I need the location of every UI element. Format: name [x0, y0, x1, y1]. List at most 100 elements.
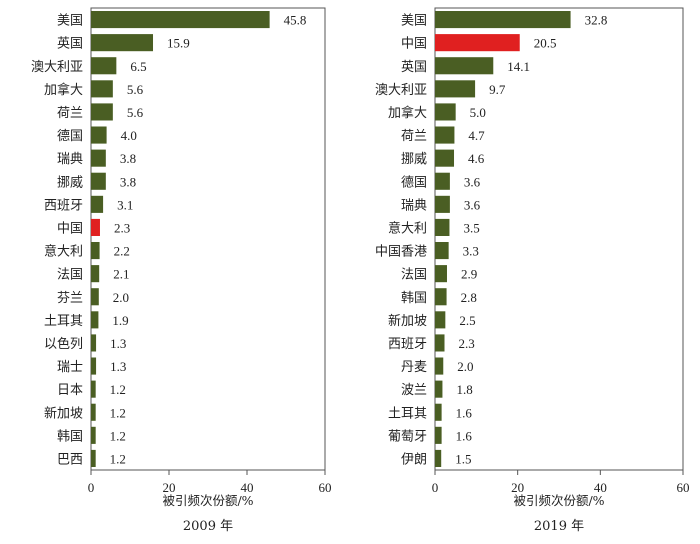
- category-label: 西班牙: [44, 198, 83, 213]
- bar: [91, 380, 96, 398]
- x-tick-label: 40: [594, 480, 607, 495]
- data-label: 5.0: [470, 105, 486, 120]
- x-tick-label: 0: [88, 480, 95, 495]
- category-label: 英国: [57, 37, 83, 52]
- bar: [435, 449, 442, 467]
- category-label: 瑞典: [401, 198, 427, 213]
- data-label: 1.9: [112, 313, 128, 328]
- category-label: 德国: [401, 175, 427, 190]
- data-label: 2.0: [113, 290, 129, 305]
- bar: [91, 126, 107, 144]
- category-label: 瑞典: [57, 152, 83, 167]
- category-label: 葡萄牙: [388, 429, 427, 444]
- bar: [435, 195, 450, 213]
- category-label: 中国香港: [375, 245, 427, 260]
- data-label: 3.6: [464, 197, 481, 212]
- data-label: 1.2: [110, 451, 126, 466]
- bar: [435, 80, 476, 98]
- bar: [91, 149, 106, 167]
- category-label: 法国: [401, 268, 427, 283]
- data-label: 2.3: [459, 336, 475, 351]
- data-label: 4.0: [121, 128, 137, 143]
- category-label: 荷兰: [57, 106, 83, 121]
- chart-subtitle: 2019 年: [534, 519, 584, 534]
- bar: [435, 149, 455, 167]
- category-label: 新加坡: [388, 313, 427, 329]
- category-label: 新加坡: [44, 405, 83, 421]
- data-label: 9.7: [489, 82, 506, 97]
- category-label: 西班牙: [388, 337, 427, 352]
- bar: [91, 80, 113, 98]
- data-label: 1.2: [110, 405, 126, 420]
- category-label: 韩国: [57, 429, 83, 444]
- category-label: 荷兰: [401, 129, 427, 144]
- data-label: 1.6: [456, 405, 473, 420]
- data-label: 3.1: [117, 197, 133, 212]
- data-label: 2.8: [461, 290, 477, 305]
- bar: [435, 334, 445, 352]
- data-label: 3.8: [120, 151, 136, 166]
- bar: [435, 265, 447, 283]
- bar: [91, 357, 97, 375]
- bar: [91, 57, 117, 75]
- bar: [435, 403, 442, 421]
- data-label: 1.3: [110, 359, 126, 374]
- category-label: 美国: [401, 14, 427, 29]
- bar: [435, 242, 449, 260]
- bar: [435, 34, 520, 52]
- data-label: 1.2: [110, 382, 126, 397]
- bar: [91, 403, 96, 421]
- bar: [435, 103, 456, 121]
- data-label: 1.5: [455, 451, 471, 466]
- chart-panel-1: 美国 45.8 英国 15.9 澳大利亚 6.5 加拿大 5.6 荷兰 5.6 德国 4.0 瑞典 3.8…: [31, 7, 332, 534]
- category-label: 英国: [401, 60, 427, 75]
- data-label: 1.2: [110, 428, 126, 443]
- x-tick-label: 40: [241, 480, 254, 495]
- data-label: 14.1: [507, 59, 530, 74]
- bar: [91, 103, 113, 121]
- data-label: 2.9: [461, 267, 477, 282]
- data-label: 2.2: [114, 244, 130, 259]
- bar: [91, 242, 100, 260]
- data-label: 15.9: [167, 36, 190, 51]
- category-label: 巴西: [57, 452, 83, 467]
- data-label: 4.7: [468, 128, 485, 143]
- bar: [91, 218, 100, 236]
- data-label: 3.5: [463, 220, 479, 235]
- category-label: 土耳其: [44, 314, 83, 329]
- bar: [435, 357, 444, 375]
- bar: [435, 380, 443, 398]
- bar: [91, 34, 154, 52]
- category-label: 澳大利亚: [375, 82, 427, 98]
- category-label: 中国: [401, 37, 427, 52]
- data-label: 2.1: [113, 267, 129, 282]
- data-label: 4.6: [468, 151, 485, 166]
- category-label: 伊朗: [401, 452, 427, 467]
- x-tick-label: 60: [319, 480, 332, 495]
- data-label: 1.8: [456, 382, 472, 397]
- category-label: 土耳其: [388, 406, 427, 421]
- x-axis-title: 被引频次份额/%: [513, 493, 604, 508]
- bar: [435, 218, 450, 236]
- data-label: 2.0: [457, 359, 473, 374]
- data-label: 3.3: [463, 244, 479, 259]
- data-label: 1.6: [456, 428, 473, 443]
- bar: [91, 265, 100, 283]
- chart-subtitle: 2009 年: [183, 519, 233, 534]
- category-label: 加拿大: [388, 105, 427, 121]
- bar: [91, 311, 99, 329]
- bar: [91, 288, 99, 306]
- x-tick-label: 0: [432, 480, 439, 495]
- data-label: 2.5: [459, 313, 475, 328]
- plot-frame: [90, 7, 326, 471]
- bar: [91, 334, 97, 352]
- category-label: 加拿大: [44, 82, 83, 98]
- bar: [91, 195, 104, 213]
- category-label: 瑞士: [57, 360, 83, 375]
- bar: [91, 11, 270, 29]
- data-label: 3.6: [464, 174, 481, 189]
- bar: [91, 426, 96, 444]
- x-tick-label: 20: [163, 480, 176, 495]
- bar: [435, 126, 455, 144]
- data-label: 6.5: [130, 59, 146, 74]
